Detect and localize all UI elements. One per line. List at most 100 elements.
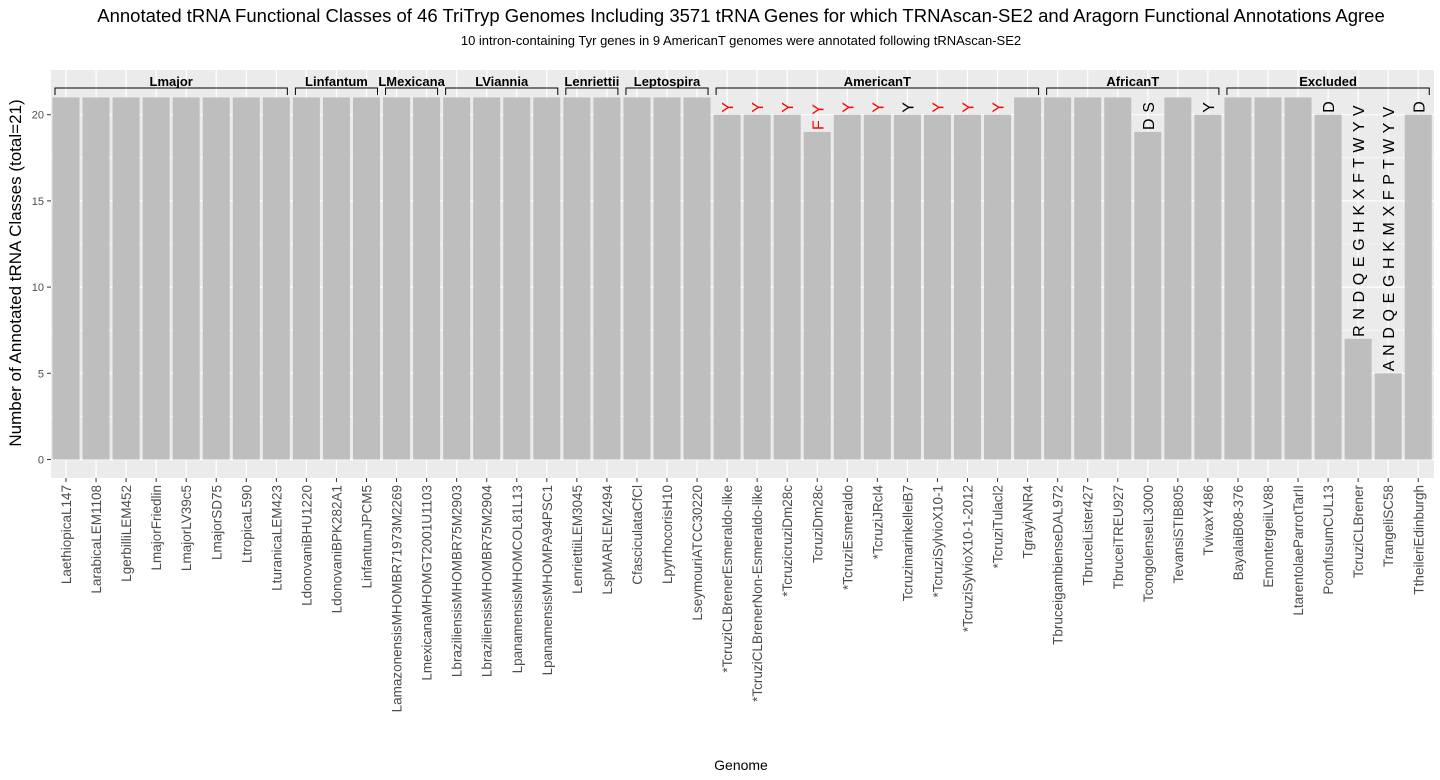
chart-title: Annotated tRNA Functional Classes of 46 …	[97, 5, 1384, 26]
missing-class-label: Y	[870, 101, 887, 112]
x-tick-label: TbruceiTREU927	[1111, 485, 1126, 589]
missing-class-label: Y	[991, 101, 1008, 112]
bar	[172, 97, 200, 460]
x-tick-label: LmajorSD75	[209, 485, 224, 560]
x-axis-title: Genome	[714, 757, 768, 773]
x-tick-label: TrangeliSC58	[1381, 485, 1396, 567]
bar	[383, 97, 411, 460]
x-tick-label: TcruziCLBrener	[1351, 484, 1366, 578]
bar	[112, 97, 140, 460]
x-tick-label: TevansiSTIB805	[1171, 485, 1186, 583]
missing-class-label: Y	[780, 101, 797, 112]
group-label: Linfantum	[305, 74, 368, 89]
missing-class-label: Y	[1201, 101, 1218, 112]
group-label: Excluded	[1299, 74, 1357, 89]
x-tick-label: TvivaxY486	[1201, 485, 1216, 556]
x-tick-label: TbruceiLister427	[1081, 485, 1096, 586]
x-tick-label: CfasciculataCfCl	[630, 485, 645, 585]
bar	[443, 97, 471, 460]
bar	[1284, 97, 1312, 460]
y-axis-title: Number of Annotated tRNA Classes (total=…	[6, 99, 25, 446]
bar	[863, 114, 891, 460]
x-tick-label: LseymouriATCC30220	[690, 485, 705, 621]
x-tick-label: LgerbilliLEM452	[119, 485, 134, 582]
bar	[322, 97, 350, 460]
bar	[82, 97, 110, 460]
group-label: LMexicana	[378, 74, 445, 89]
bar	[1104, 97, 1132, 460]
y-tick-label: 5	[38, 368, 44, 380]
bar	[593, 97, 621, 460]
x-tick-label: TgrayiANR4	[1021, 485, 1036, 559]
x-tick-label: TtheileriEdinburgh	[1411, 485, 1426, 595]
bar	[142, 97, 170, 460]
missing-class-label: D	[1411, 101, 1428, 113]
x-tick-label: *TcruziCLBrenerEsmeraldo-like	[720, 485, 735, 673]
x-tick-label: LamazonensisMHOMBR71973M2269	[390, 485, 405, 712]
group-bracket	[625, 87, 709, 95]
group-label: AfricanT	[1106, 74, 1159, 89]
x-tick-label: *TcruziJRcl4	[870, 485, 885, 560]
x-tick-label: *TcruziEsmeraldo	[840, 485, 855, 590]
missing-class-label: D S	[1141, 101, 1158, 129]
bar	[563, 97, 591, 460]
group-bracket	[385, 87, 439, 95]
bar	[1404, 114, 1432, 460]
bar	[413, 97, 441, 460]
x-tick-label: *TcruzicruziDm28c	[780, 485, 795, 597]
missing-class-label: Y	[930, 101, 947, 112]
bar	[893, 114, 921, 460]
bar	[773, 114, 801, 460]
y-tick-label: 15	[32, 196, 44, 208]
bars	[52, 97, 1432, 460]
bar	[1254, 97, 1282, 460]
bar	[653, 97, 681, 460]
x-tick-label: *TcruziSylvioX10-1	[930, 485, 945, 598]
group-bracket	[1226, 87, 1430, 95]
group-label: Leptospira	[634, 74, 701, 89]
bar	[503, 97, 531, 460]
x-tick-label: LenriettiiLEM3045	[570, 485, 585, 594]
bar	[1374, 373, 1402, 460]
y-tick-label: 0	[38, 455, 44, 467]
x-tick-label: LdonovaniBPK282A1	[329, 485, 344, 613]
x-tick-label: LpyrrhocorisH10	[660, 485, 675, 584]
x-tick-label: LinfantumJPCM5	[360, 485, 375, 589]
x-tick-label: *TcruziSylvioX10-1-2012	[961, 485, 976, 632]
group-label: Lenriettii	[564, 74, 619, 89]
x-tick-label: LbraziliensisMHOMBR75M2904	[480, 485, 495, 678]
bar	[623, 97, 651, 460]
bar	[803, 131, 831, 460]
missing-class-label: F Y	[810, 104, 827, 130]
bar	[1194, 114, 1222, 460]
x-tick-label: LdonovaniBHU1220	[299, 485, 314, 606]
bar	[353, 97, 380, 460]
missing-class-label: Y	[720, 101, 737, 112]
x-tick-label: LbraziliensisMHOMBR75M2903	[450, 485, 465, 677]
x-tick-label: LpanamensisMHOMCOL81L13	[510, 485, 525, 673]
bar	[473, 97, 501, 460]
bar	[1344, 338, 1372, 460]
bar	[1044, 97, 1072, 460]
x-tick-label: *TcruziTulacl2	[991, 485, 1006, 569]
group-bracket	[445, 87, 559, 95]
group-bracket	[294, 87, 378, 95]
missing-class-label: D	[1321, 101, 1338, 113]
bar	[1074, 97, 1102, 460]
bar	[52, 97, 80, 460]
x-tick-label: TcruzimarinkelleiB7	[900, 485, 915, 601]
bar	[954, 114, 981, 460]
x-axis: LaethiopicaL147 LarabicaLEM1108 LgerbilliL…	[59, 478, 1426, 712]
bar	[713, 114, 741, 460]
x-tick-label: TcongolenseIL3000	[1141, 485, 1156, 602]
y-tick-label: 20	[32, 110, 44, 122]
x-tick-label: LtropicaL590	[239, 485, 254, 563]
x-tick-label: LtarentolaeParrotTarII	[1291, 485, 1306, 616]
bar	[1314, 114, 1342, 460]
bar	[533, 97, 561, 460]
bar	[984, 114, 1012, 460]
missing-class-label: A N D Q E G H K M X F P T W Y V	[1381, 106, 1398, 371]
group-bracket	[54, 87, 288, 95]
